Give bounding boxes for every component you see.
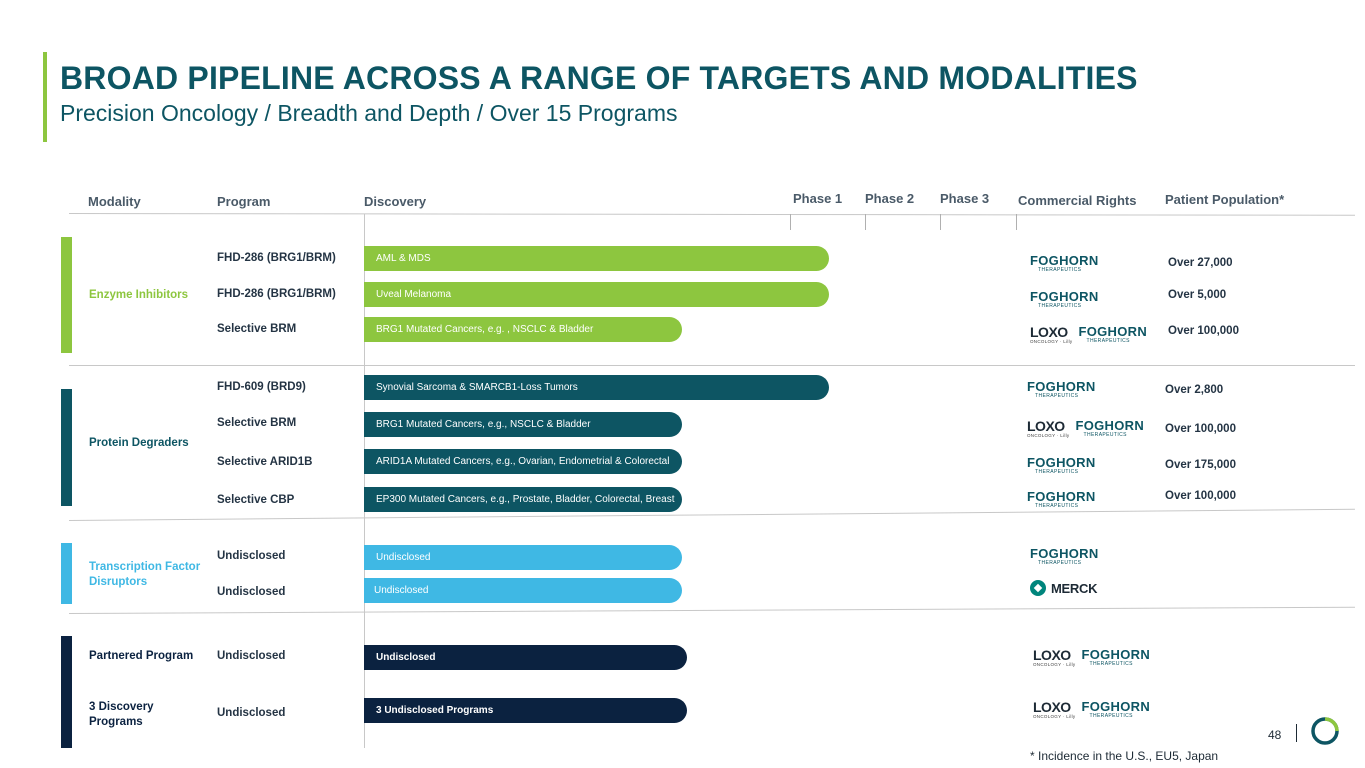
loxo-foghorn-logo: LOXO ONCOLOGY · Lilly FOGHORN THERAPEUTICS <box>1033 699 1151 719</box>
group-label-transcription-factor: Transcription Factor Disruptors <box>89 561 201 588</box>
pipeline-bar: BRG1 Mutated Cancers, e.g. , NSCLC & Bla… <box>364 317 682 342</box>
group-separator <box>68 606 1355 614</box>
merck-mark-icon <box>1030 580 1046 596</box>
pipeline-bar: Synovial Sarcoma & SMARCB1-Loss Tumors <box>364 375 829 400</box>
degrader-group-bar <box>61 389 72 506</box>
group-label-discovery-programs: 3 Discovery Programs <box>89 701 154 728</box>
col-discovery: Discovery <box>364 194 427 209</box>
patient-population: Over 175,000 <box>1165 459 1236 471</box>
page-number-divider <box>1296 724 1297 742</box>
page-number: 48 <box>1268 728 1282 742</box>
program-name: FHD-609 (BRD9) <box>217 381 306 393</box>
patient-population: Over 27,000 <box>1168 257 1233 269</box>
pipeline-bar: BRG1 Mutated Cancers, e.g., NSCLC & Blad… <box>364 412 682 437</box>
pipeline-bar: AML & MDS <box>364 246 829 271</box>
header-rule <box>68 213 1355 216</box>
col-commercial-rights: Commercial Rights <box>1018 193 1137 208</box>
patient-population: Over 100,000 <box>1168 325 1239 337</box>
group-separator <box>68 508 1355 521</box>
program-name: Undisclosed <box>217 707 286 719</box>
page-title: BROAD PIPELINE ACROSS A RANGE OF TARGETS… <box>60 60 1138 96</box>
col-patient-population: Patient Population* <box>1165 192 1285 207</box>
patient-population: Over 100,000 <box>1165 423 1236 435</box>
loxo-foghorn-logo: LOXO ONCOLOGY · Lilly FOGHORN THERAPEUTICS <box>1033 647 1151 667</box>
pipeline-bar: Uveal Melanoma <box>364 282 829 307</box>
foghorn-logo: FOGHORN THERAPEUTICS <box>1030 546 1099 566</box>
pipeline-bar: ARID1A Mutated Cancers, e.g., Ovarian, E… <box>364 449 682 474</box>
phase2-tick <box>865 214 866 230</box>
pipeline-bar: Undisclosed <box>364 645 687 670</box>
program-name: Selective CBP <box>217 494 295 506</box>
col-phase2: Phase 2 <box>865 191 915 206</box>
program-name: FHD-286 (BRG1/BRM) <box>217 288 336 300</box>
foghorn-logo: FOGHORN THERAPEUTICS <box>1027 489 1096 509</box>
pipeline-bar: Undisclosed <box>364 545 682 570</box>
phase3-tick <box>940 214 941 230</box>
col-phase1: Phase 1 <box>793 191 843 206</box>
program-name: FHD-286 (BRG1/BRM) <box>217 252 336 264</box>
footnote: * Incidence in the U.S., EU5, Japan <box>1030 749 1219 763</box>
group-separator <box>69 365 1355 366</box>
col-program: Program <box>217 194 271 209</box>
patient-population: Over 2,800 <box>1165 384 1224 396</box>
foghorn-logo: FOGHORN THERAPEUTICS <box>1027 379 1096 399</box>
program-name: Selective BRM <box>217 323 297 335</box>
patient-population: Over 100,000 <box>1165 490 1236 502</box>
loxo-foghorn-logo: LOXO ONCOLOGY · Lilly FOGHORN THERAPEUTICS <box>1027 418 1145 438</box>
tf-group-bar <box>61 543 72 604</box>
pipeline-bar: Undisclosed <box>364 578 682 603</box>
foghorn-logo: FOGHORN THERAPEUTICS <box>1030 289 1099 309</box>
patient-population: Over 5,000 <box>1168 289 1227 301</box>
page-subtitle: Precision Oncology / Breadth and Depth /… <box>60 100 678 126</box>
enzyme-group-bar <box>61 237 72 353</box>
program-name: Undisclosed <box>217 650 286 662</box>
program-name: Undisclosed <box>217 586 286 598</box>
col-modality: Modality <box>88 194 141 209</box>
company-ring-icon <box>1311 717 1339 745</box>
title-accent-bar <box>43 52 47 142</box>
discovery-axis-line <box>364 214 365 748</box>
pipeline-bar: 3 Undisclosed Programs <box>364 698 687 723</box>
rights-tick <box>1016 214 1017 230</box>
pipeline-bar: EP300 Mutated Cancers, e.g., Prostate, B… <box>364 487 682 512</box>
program-name: Selective BRM <box>217 417 297 429</box>
col-phase3: Phase 3 <box>940 191 990 206</box>
group-label-enzyme-inhibitors: Enzyme Inhibitors <box>89 289 189 301</box>
program-name: Undisclosed <box>217 550 286 562</box>
program-name: Selective ARID1B <box>217 456 313 468</box>
phase1-tick <box>790 214 791 230</box>
foghorn-logo: FOGHORN THERAPEUTICS <box>1027 455 1096 475</box>
group-label-protein-degraders: Protein Degraders <box>89 437 189 449</box>
foghorn-logo: FOGHORN THERAPEUTICS <box>1030 253 1099 273</box>
partnered-group-bar <box>61 636 72 748</box>
merck-logo: MERCK <box>1030 580 1097 601</box>
loxo-foghorn-logo: LOXO ONCOLOGY · Lilly FOGHORN THERAPEUTICS <box>1030 324 1148 344</box>
group-label-partnered-program: Partnered Program <box>89 650 194 662</box>
